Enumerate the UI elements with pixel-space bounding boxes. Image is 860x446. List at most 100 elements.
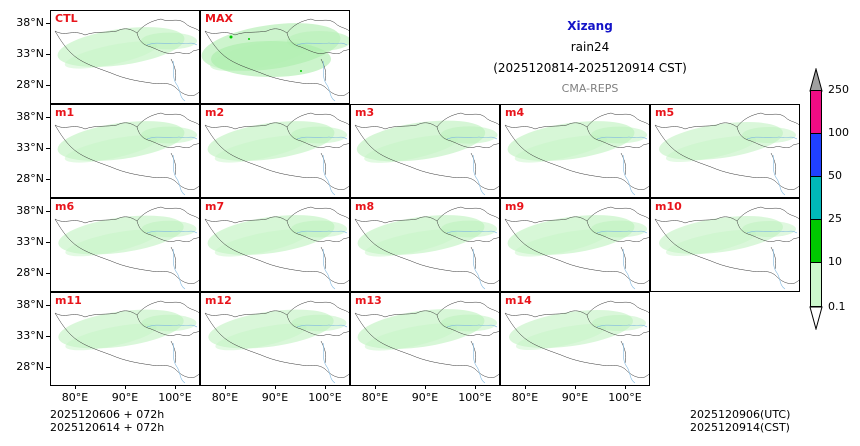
precip-map (504, 112, 649, 196)
y-tick-label: 38°N (16, 204, 44, 217)
x-tick-mark (225, 385, 226, 389)
y-tick-label: 33°N (16, 329, 44, 342)
x-tick-mark (525, 385, 526, 389)
x-tick-label: 80°E (361, 391, 389, 404)
y-tick-label: 33°N (16, 235, 44, 248)
precip-map (504, 300, 649, 384)
precip-map (54, 112, 199, 196)
colorbar-label: 10 (828, 255, 842, 268)
colorbar-label: 50 (828, 169, 842, 182)
map-panel-m8: m8 (350, 198, 500, 292)
y-tick-mark (46, 85, 50, 86)
y-tick-label: 38°N (16, 16, 44, 29)
x-tick-label: 100°E (458, 391, 492, 404)
y-tick-label: 38°N (16, 298, 44, 311)
colorbar-segment-10-25 (810, 219, 822, 263)
valid-time-cst: 2025120914(CST) (690, 421, 790, 434)
precip-map (204, 206, 349, 290)
panel-label: m11 (55, 294, 82, 307)
panel-label: m9 (505, 200, 525, 213)
map-panel-m13: m13 (350, 292, 500, 386)
x-tick-mark (425, 385, 426, 389)
precip-map (354, 112, 499, 196)
x-tick-label: 90°E (111, 391, 139, 404)
x-tick-label: 80°E (511, 391, 539, 404)
panel-label: MAX (205, 12, 233, 25)
model-title: CMA-REPS (561, 82, 619, 95)
y-tick-label: 33°N (16, 141, 44, 154)
y-tick-label: 28°N (16, 172, 44, 185)
colorbar-segment-25-50 (810, 176, 822, 220)
x-tick-label: 90°E (411, 391, 439, 404)
map-panel-m1: m1 (50, 104, 200, 198)
colorbar-label: 0.1 (828, 300, 846, 313)
init-time-line1: 2025120606 + 072h (50, 408, 165, 421)
x-tick-mark (175, 385, 176, 389)
x-tick-mark (475, 385, 476, 389)
colorbar-label: 100 (828, 126, 849, 139)
x-tick-mark (75, 385, 76, 389)
precip-map (201, 18, 349, 102)
map-panel-m9: m9 (500, 198, 650, 292)
map-panel-ctl: CTL (50, 10, 200, 104)
precip-map (354, 206, 499, 290)
x-tick-label: 100°E (308, 391, 342, 404)
map-panel-m11: m11 (50, 292, 200, 386)
panel-label: m13 (355, 294, 382, 307)
y-tick-mark (46, 305, 50, 306)
panel-label: m7 (205, 200, 225, 213)
y-tick-mark (46, 54, 50, 55)
x-tick-label: 80°E (211, 391, 239, 404)
colorbar-under-arrow (809, 306, 823, 330)
y-tick-mark (46, 179, 50, 180)
colorbar-segment-0.1-10 (810, 262, 822, 307)
map-panel-m2: m2 (200, 104, 350, 198)
x-tick-label: 90°E (561, 391, 589, 404)
colorbar-label: 25 (828, 212, 842, 225)
panel-label: m10 (655, 200, 682, 213)
y-tick-mark (46, 273, 50, 274)
x-tick-mark (625, 385, 626, 389)
y-tick-label: 33°N (16, 47, 44, 60)
y-tick-mark (46, 211, 50, 212)
map-panel-m3: m3 (350, 104, 500, 198)
variable-title: rain24 (570, 40, 610, 54)
precip-map (504, 206, 649, 290)
region-title: Xizang (567, 19, 613, 33)
panel-label: m2 (205, 106, 225, 119)
map-panel-m7: m7 (200, 198, 350, 292)
y-tick-label: 28°N (16, 360, 44, 373)
period-title: (2025120814-2025120914 CST) (493, 61, 687, 75)
colorbar-segment-50-100 (810, 133, 822, 177)
map-panel-m12: m12 (200, 292, 350, 386)
panel-label: CTL (55, 12, 78, 25)
panel-label: m14 (505, 294, 532, 307)
y-tick-mark (46, 117, 50, 118)
x-tick-label: 80°E (61, 391, 89, 404)
precip-map (54, 206, 199, 290)
y-tick-label: 38°N (16, 110, 44, 123)
panel-label: m1 (55, 106, 75, 119)
panel-label: m4 (505, 106, 525, 119)
x-tick-mark (375, 385, 376, 389)
map-panel-m6: m6 (50, 198, 200, 292)
colorbar-over-arrow (809, 68, 823, 92)
precip-map (204, 112, 349, 196)
map-panel-m4: m4 (500, 104, 650, 198)
precip-map (54, 300, 199, 384)
panel-label: m12 (205, 294, 232, 307)
panel-label: m3 (355, 106, 375, 119)
panel-label: m8 (355, 200, 375, 213)
x-tick-mark (275, 385, 276, 389)
map-panel-m10: m10 (650, 198, 800, 292)
valid-time-utc: 2025120906(UTC) (690, 408, 791, 421)
panel-label: m5 (655, 106, 675, 119)
x-tick-label: 100°E (608, 391, 642, 404)
colorbar-segment-100-250 (810, 90, 822, 134)
precip-map (654, 112, 799, 196)
y-tick-label: 28°N (16, 266, 44, 279)
x-tick-mark (325, 385, 326, 389)
precip-map (204, 300, 349, 384)
init-time-line2: 2025120614 + 072h (50, 421, 165, 434)
colorbar-label: 250 (828, 83, 849, 96)
